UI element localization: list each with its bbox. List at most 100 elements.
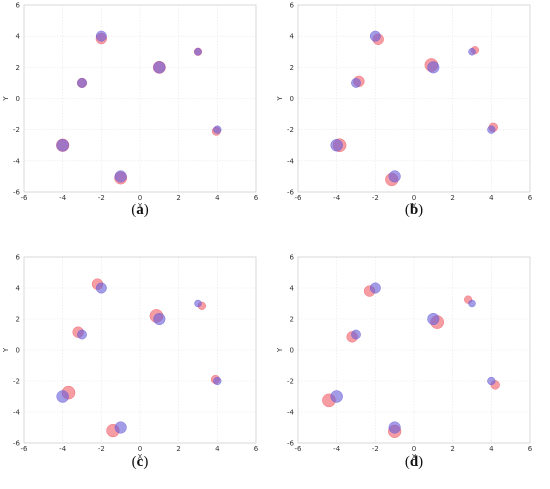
y-tick-label: 4 <box>16 33 21 41</box>
y-tick-label: 2 <box>290 64 294 72</box>
y-tick-label: 0 <box>290 95 294 103</box>
y-tick-label: -2 <box>13 378 20 386</box>
x-tick-label: 2 <box>176 194 180 202</box>
x-tick-label: -6 <box>21 194 29 202</box>
y-tick-label: -2 <box>287 378 294 386</box>
y-tick-label: -4 <box>287 409 295 417</box>
y-tick-label: -6 <box>287 440 295 448</box>
y-axis-label: Y <box>2 347 10 353</box>
y-tick-label: 4 <box>290 33 295 41</box>
blue-point <box>330 139 343 152</box>
blue-point <box>487 376 496 386</box>
x-tick-label: 6 <box>528 445 533 453</box>
blue-point <box>468 48 476 56</box>
blue-point <box>369 30 381 42</box>
caption-letter: b <box>410 202 418 218</box>
x-tick-label: -2 <box>98 445 105 453</box>
blue-point <box>153 61 166 74</box>
subplot-a: -6 -4 -2 0 2 4 6 -6 -4 -2 0 2 4 6 X Y (a) <box>2 2 259 219</box>
y-tick-label: 0 <box>16 95 20 103</box>
x-tick-label: -2 <box>372 194 379 202</box>
subplot-d: -6 -4 -2 0 2 4 6 -6 -4 -2 0 2 4 6 X Y (d) <box>276 254 533 471</box>
blue-point <box>56 390 69 403</box>
x-tick-label: -6 <box>21 445 29 453</box>
subplot-caption: (b) <box>405 202 423 218</box>
blue-point <box>487 125 496 134</box>
blue-point <box>427 312 440 326</box>
x-tick-label: 4 <box>215 194 220 202</box>
y-tick-label: -6 <box>13 189 21 197</box>
blue-point <box>194 48 202 56</box>
plot-frame <box>297 256 531 444</box>
caption-letter: a <box>136 202 144 218</box>
y-tick-label: 0 <box>290 347 294 355</box>
x-axis-label: X <box>138 202 143 210</box>
y-tick-label: 4 <box>16 285 21 293</box>
y-axis-label: Y <box>2 96 10 102</box>
y-axis-label: Y <box>276 347 284 353</box>
x-tick-label: 6 <box>254 194 259 202</box>
x-tick-label: 0 <box>138 445 142 453</box>
blue-point <box>77 78 87 88</box>
x-tick-label: -2 <box>98 194 105 202</box>
x-axis-label: X <box>412 453 417 461</box>
x-tick-label: -4 <box>333 194 341 202</box>
x-tick-label: -4 <box>59 445 67 453</box>
plot-frame <box>23 256 257 444</box>
y-tick-label: 6 <box>16 2 21 10</box>
blue-point <box>77 329 87 340</box>
y-tick-label: 2 <box>16 316 20 324</box>
x-tick-label: 6 <box>528 194 533 202</box>
y-axis-label: Y <box>276 96 284 102</box>
blue-point <box>114 421 127 434</box>
x-tick-label: 4 <box>489 194 494 202</box>
plot-frame <box>23 4 257 193</box>
blue-point <box>330 390 343 403</box>
y-tick-label: 6 <box>290 254 295 262</box>
blue-point <box>153 312 166 326</box>
x-tick-label: 4 <box>215 445 220 453</box>
x-tick-label: 0 <box>138 194 142 202</box>
blue-point <box>194 299 202 308</box>
y-tick-label: -4 <box>13 409 21 417</box>
blue-point <box>213 125 222 134</box>
x-tick-label: 2 <box>176 445 180 453</box>
caption-letter: d <box>410 454 419 470</box>
x-axis-label: X <box>412 202 417 210</box>
y-tick-label: -4 <box>287 157 295 165</box>
caption-letter: c <box>137 454 144 470</box>
plot-frame <box>297 4 531 193</box>
x-tick-label: 2 <box>450 445 454 453</box>
blue-point <box>95 282 107 294</box>
y-tick-label: -2 <box>13 126 20 134</box>
x-tick-label: 4 <box>489 445 494 453</box>
blue-point <box>95 30 107 42</box>
blue-point <box>369 282 381 294</box>
blue-point <box>427 61 440 74</box>
blue-point <box>56 139 69 152</box>
y-tick-label: -6 <box>13 440 21 448</box>
y-tick-label: 2 <box>290 316 294 324</box>
y-tick-label: 2 <box>16 64 20 72</box>
subplot-caption: (a) <box>131 202 149 218</box>
x-tick-label: -6 <box>295 445 303 453</box>
blue-point <box>388 421 401 434</box>
blue-point <box>388 170 401 183</box>
y-tick-label: -6 <box>287 189 295 197</box>
blue-point <box>351 78 361 88</box>
y-tick-label: -4 <box>13 157 21 165</box>
x-tick-label: -4 <box>333 445 341 453</box>
x-axis-label: X <box>138 453 143 461</box>
blue-point <box>468 299 476 308</box>
blue-point <box>213 376 222 386</box>
blue-point <box>351 329 361 340</box>
y-tick-label: 0 <box>16 347 20 355</box>
x-tick-label: -2 <box>372 445 379 453</box>
blue-point <box>114 170 127 183</box>
x-tick-label: -4 <box>59 194 67 202</box>
y-tick-label: 4 <box>290 285 295 293</box>
y-tick-label: 6 <box>16 254 21 262</box>
y-tick-label: -2 <box>287 126 294 134</box>
subplot-b: -6 -4 -2 0 2 4 6 -6 -4 -2 0 2 4 6 X Y (b) <box>276 2 533 219</box>
